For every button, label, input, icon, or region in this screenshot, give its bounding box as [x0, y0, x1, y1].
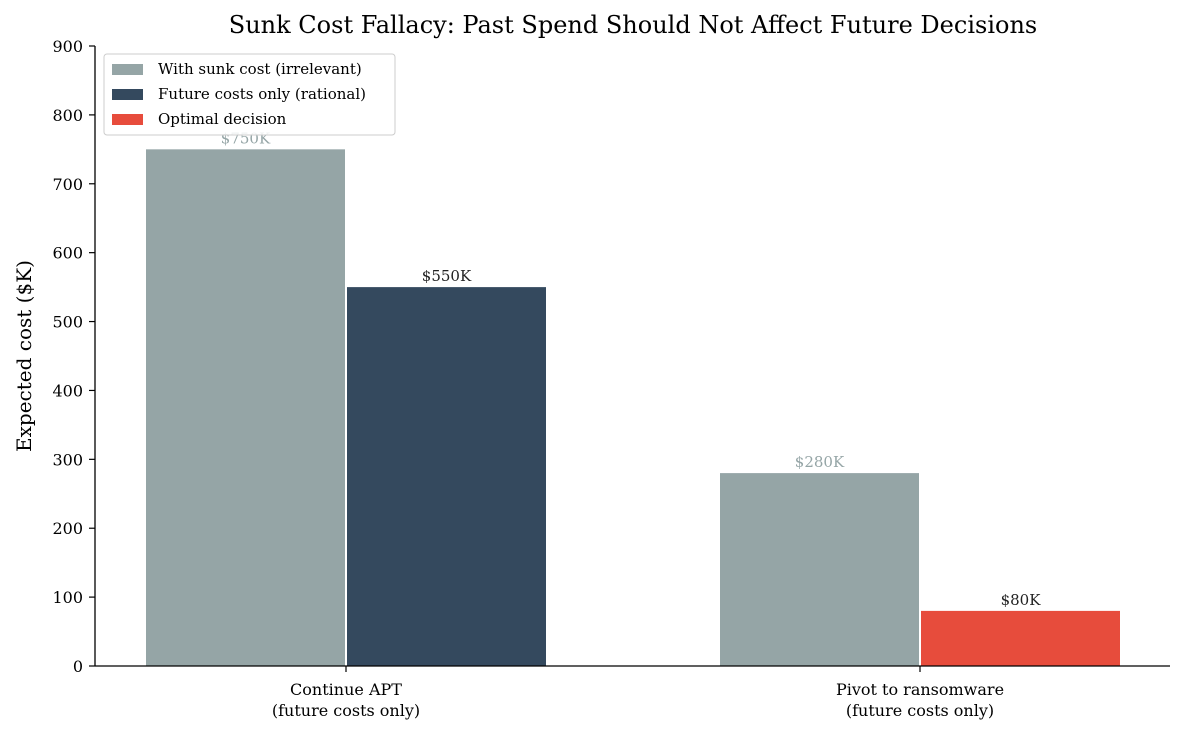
legend-swatch-1 — [112, 89, 143, 100]
legend-label-0: With sunk cost (irrelevant) — [158, 60, 362, 78]
y-tick-label-1: 100 — [52, 588, 83, 607]
legend-swatch-0 — [112, 64, 143, 75]
x-category-label-0-line-0: Continue APT — [290, 680, 402, 699]
y-tick-label-8: 800 — [52, 106, 83, 125]
bar-value-label-3: $80K — [1001, 591, 1042, 609]
y-tick-label-2: 200 — [52, 519, 83, 538]
y-tick-label-9: 900 — [52, 37, 83, 56]
legend-swatch-2 — [112, 114, 143, 125]
y-tick-label-0: 0 — [73, 657, 83, 676]
y-tick-label-3: 300 — [52, 450, 83, 469]
bar-0 — [146, 149, 345, 667]
y-tick-label-5: 500 — [52, 313, 83, 332]
bar-value-label-1: $550K — [422, 267, 472, 285]
y-tick-label-4: 400 — [52, 381, 83, 400]
legend-label-2: Optimal decision — [158, 110, 287, 128]
x-category-label-1-line-1: (future costs only) — [846, 701, 994, 720]
axes-layer: 0 100 200 300 400 500 600 700 800 900 Continue APT… — [52, 37, 1170, 720]
value-labels-layer: $750K$550K$280K$80K — [221, 129, 1041, 609]
bar-value-label-2: $280K — [795, 453, 845, 471]
bar-3 — [921, 610, 1120, 666]
bar-1 — [347, 287, 546, 666]
y-tick-label-6: 600 — [52, 244, 83, 263]
legend: With sunk cost (irrelevant) Future costs … — [103, 53, 396, 136]
legend-label-1: Future costs only (rational) — [158, 85, 366, 103]
y-axis-label: Expected cost ($K) — [12, 260, 36, 452]
legend-frame — [103, 53, 396, 136]
y-tick-label-7: 700 — [52, 175, 83, 194]
bar-2 — [720, 473, 919, 666]
x-category-label-1-line-0: Pivot to ransomware — [836, 680, 1004, 699]
chart-title: Sunk Cost Fallacy: Past Spend Should Not… — [229, 11, 1037, 39]
bars-layer — [146, 149, 1120, 667]
x-category-label-0-line-1: (future costs only) — [272, 701, 420, 720]
